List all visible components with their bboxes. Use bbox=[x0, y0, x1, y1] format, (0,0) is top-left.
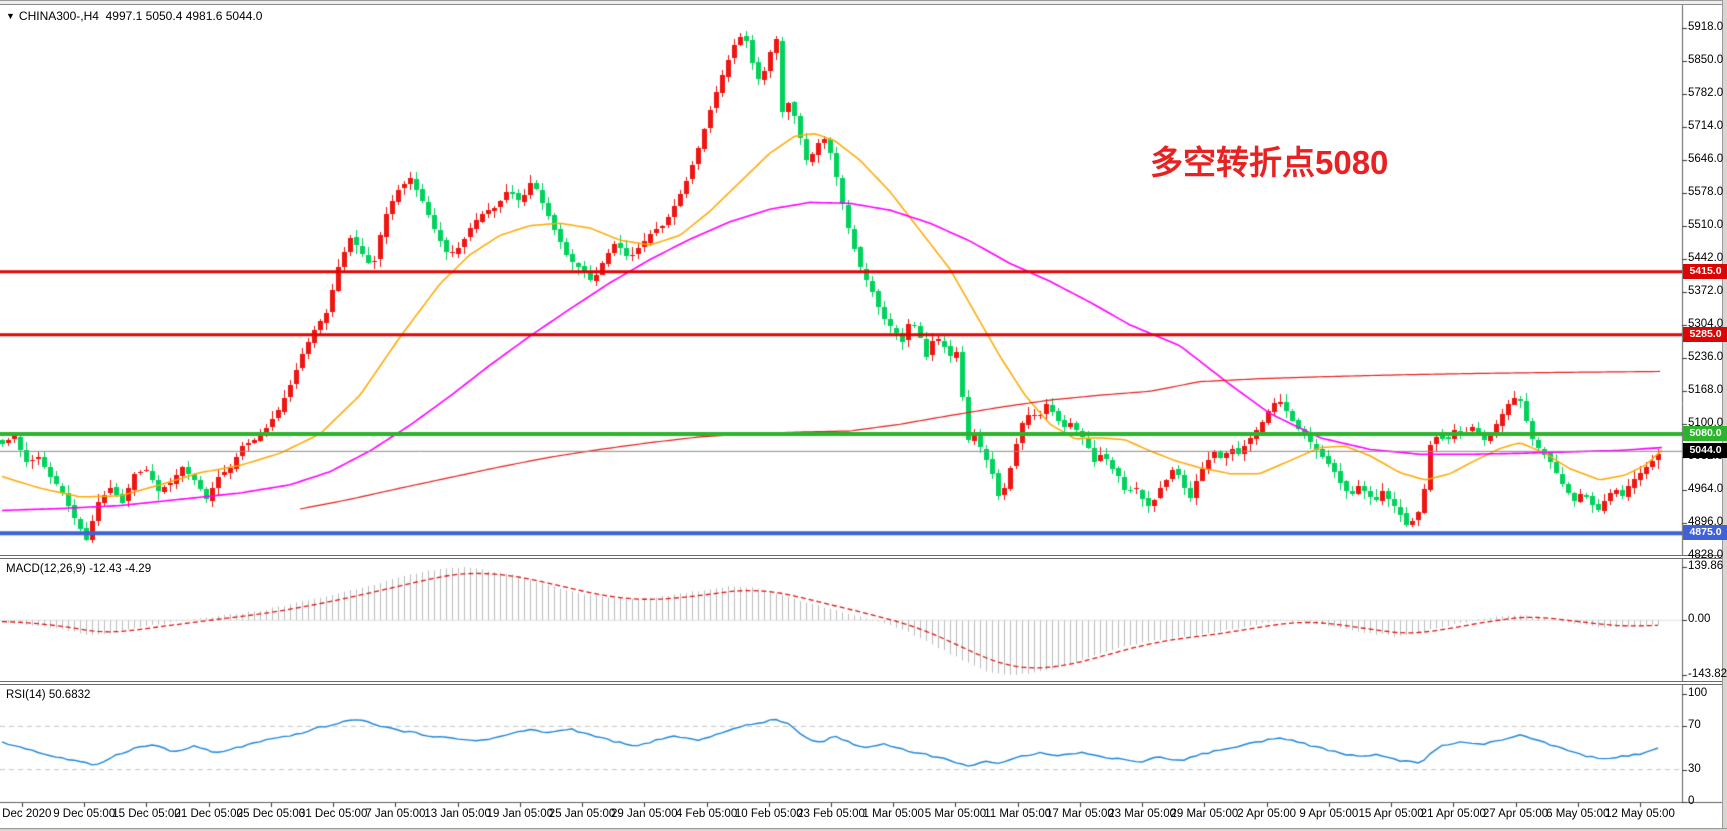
rsi-indicator-label: RSI(14) 50.6832 bbox=[6, 689, 91, 701]
window-border-top bbox=[0, 0, 1727, 5]
symbol-name: CHINA300-,H4 bbox=[18, 9, 99, 23]
symbol-info[interactable]: ▼ CHINA300-,H4 4997.1 5050.4 4981.6 5044.… bbox=[6, 9, 262, 23]
window-border-bottom bbox=[0, 828, 1727, 831]
collapse-triangle-icon[interactable]: ▼ bbox=[6, 11, 15, 21]
symbol-quote-ohlc: 4997.1 5050.4 4981.6 5044.0 bbox=[105, 9, 263, 23]
main-macd-divider[interactable] bbox=[0, 555, 1722, 559]
macd-indicator-label: MACD(12,26,9) -12.43 -4.29 bbox=[6, 563, 152, 575]
macd-rsi-divider[interactable] bbox=[0, 681, 1722, 685]
window-border-right bbox=[1722, 0, 1727, 831]
annotation-text[interactable]: 多空转折点5080 bbox=[1150, 144, 1389, 181]
